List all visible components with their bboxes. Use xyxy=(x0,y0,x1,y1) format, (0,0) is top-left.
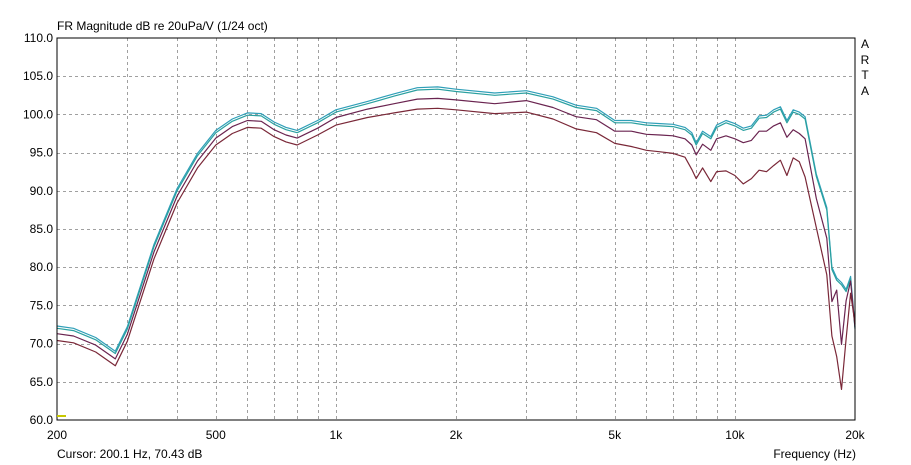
brand-letter: R xyxy=(860,52,870,67)
arta-logo: A R T A xyxy=(859,37,871,99)
y-axis-ticks: 60.0 65.0 70.0 75.0 80.0 85.0 90.0 95.0 100.0 105… xyxy=(23,31,53,427)
x-tick-label: 5k xyxy=(608,428,622,442)
x-tick-label: 1k xyxy=(330,428,344,442)
y-tick-label: 105.0 xyxy=(23,69,53,83)
x-tick-label: 200 xyxy=(47,428,67,442)
cursor-marker xyxy=(57,415,66,417)
series-line xyxy=(56,86,856,352)
y-tick-label: 60.0 xyxy=(30,413,54,427)
cursor-readout: Cursor: 200.1 Hz, 70.43 dB xyxy=(57,447,203,461)
series-line xyxy=(56,88,856,355)
x-tick-label: 2k xyxy=(450,428,464,442)
chart-title: FR Magnitude dB re 20uPa/V (1/24 oct) xyxy=(57,19,268,33)
x-tick-label: 20k xyxy=(845,428,865,442)
y-tick-label: 100.0 xyxy=(23,107,53,121)
series-layer xyxy=(56,86,856,390)
x-tick-label: 500 xyxy=(206,428,226,442)
y-tick-label: 85.0 xyxy=(30,222,54,236)
grid xyxy=(57,38,855,420)
y-tick-label: 65.0 xyxy=(30,375,54,389)
brand-letter: A xyxy=(860,37,869,51)
y-tick-label: 80.0 xyxy=(30,260,54,274)
x-axis-ticks: 200 500 1k 2k 5k 10k 20k xyxy=(47,428,866,442)
y-tick-label: 75.0 xyxy=(30,298,54,312)
y-tick-label: 95.0 xyxy=(30,146,54,160)
y-tick-label: 110.0 xyxy=(24,31,53,45)
x-tick-label: 10k xyxy=(725,428,745,442)
y-tick-label: 90.0 xyxy=(30,184,54,198)
plot-frame xyxy=(56,37,856,421)
x-axis-label: Frequency (Hz) xyxy=(773,447,856,461)
y-tick-label: 70.0 xyxy=(30,337,54,351)
brand-letter: A xyxy=(860,83,869,98)
series-line xyxy=(56,107,856,390)
brand-letter: T xyxy=(861,68,869,82)
series-line xyxy=(56,97,856,360)
